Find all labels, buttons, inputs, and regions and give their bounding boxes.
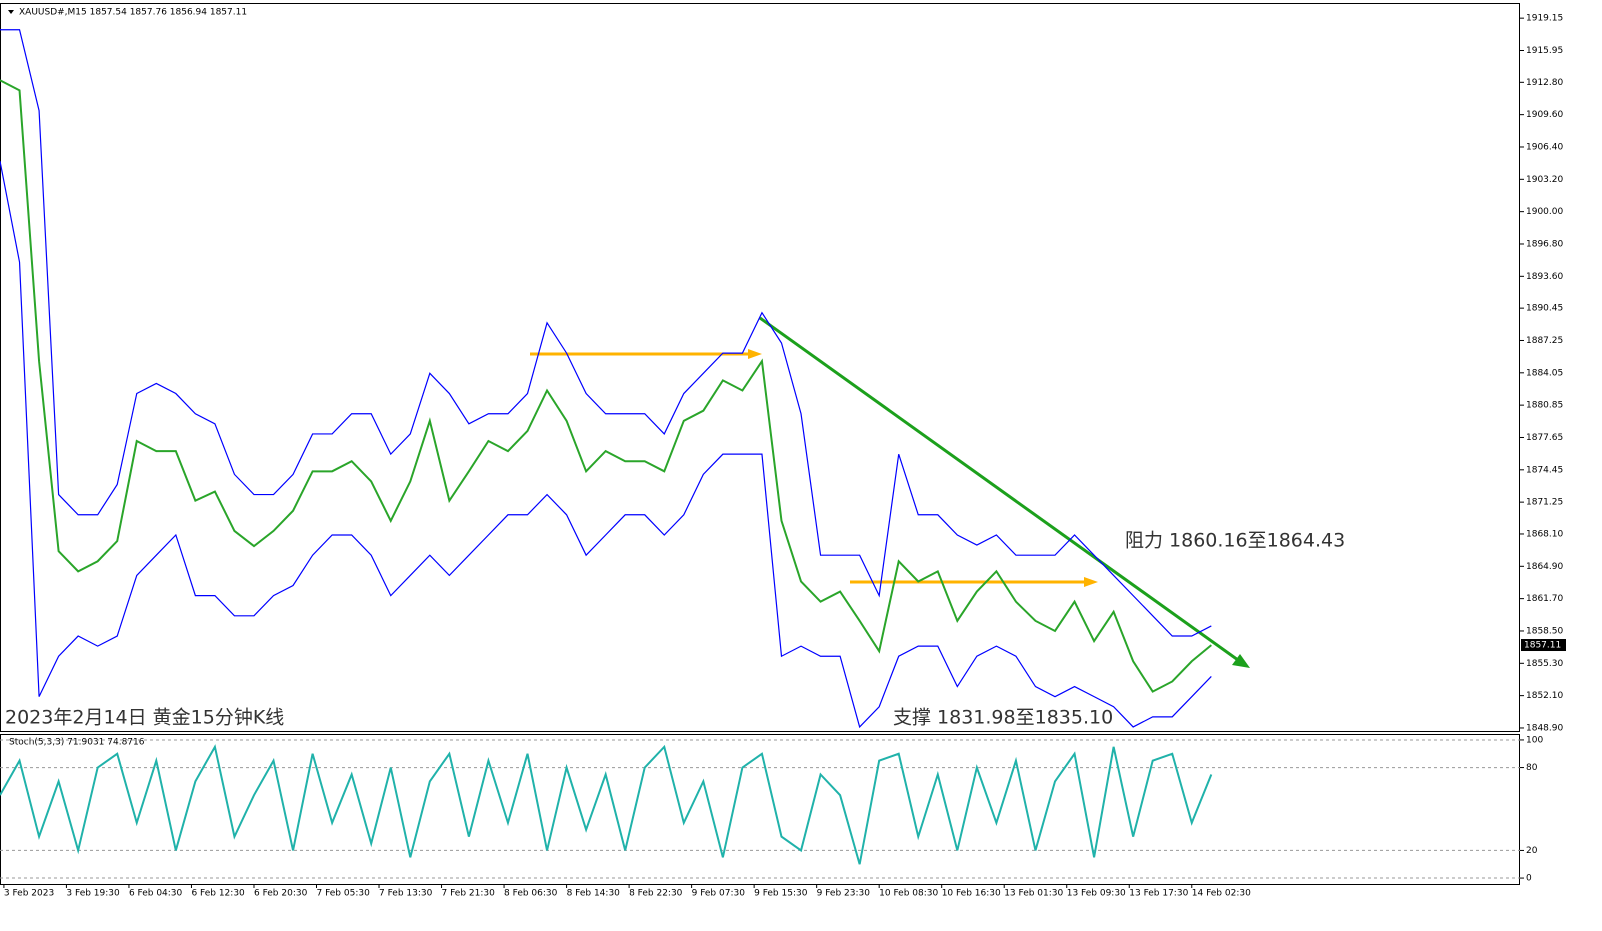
main-frame bbox=[0, 3, 1520, 732]
series-line bbox=[0, 29, 1212, 637]
y-tick-label: 1858.50 bbox=[1526, 626, 1563, 636]
y-tick-label: 1884.05 bbox=[1526, 368, 1563, 378]
y-tick-label: 1896.80 bbox=[1526, 239, 1563, 249]
x-tick-label: 8 Feb 22:30 bbox=[629, 889, 683, 899]
x-tick-label: 7 Feb 21:30 bbox=[442, 889, 496, 899]
x-tick-label: 14 Feb 02:30 bbox=[1192, 889, 1251, 899]
y-tick-label: 1848.90 bbox=[1526, 723, 1563, 733]
x-tick-label: 7 Feb 05:30 bbox=[317, 889, 371, 899]
arrow-head bbox=[1232, 654, 1250, 668]
y-tick-label: 1915.95 bbox=[1526, 46, 1563, 56]
stoch-frame bbox=[0, 734, 1520, 885]
x-tick-label: 13 Feb 09:30 bbox=[1067, 889, 1126, 899]
x-tick-label: 7 Feb 13:30 bbox=[379, 889, 433, 899]
x-tick-label: 10 Feb 08:30 bbox=[879, 889, 938, 899]
x-tick-label: 9 Feb 07:30 bbox=[692, 889, 746, 899]
y-tick-label: 1864.90 bbox=[1526, 562, 1563, 572]
y-tick-label: 1887.25 bbox=[1526, 336, 1563, 346]
annotation: 支撑 1831.98至1835.10 bbox=[893, 707, 1113, 729]
x-tick-label: 8 Feb 14:30 bbox=[567, 889, 621, 899]
y-tick-label: 1871.25 bbox=[1526, 498, 1563, 508]
y-tick-label: 100 bbox=[1526, 735, 1543, 745]
series-line bbox=[0, 161, 1212, 729]
x-tick-label: 13 Feb 01:30 bbox=[1004, 889, 1063, 899]
arrow-head bbox=[748, 349, 762, 359]
y-tick-label: 0 bbox=[1526, 874, 1532, 884]
x-tick-label: 9 Feb 23:30 bbox=[817, 889, 871, 899]
series-line bbox=[0, 79, 1212, 693]
annotation: 2023年2月14日 黄金15分钟K线 bbox=[5, 707, 284, 729]
annotation: 阻力 1860.16至1864.43 bbox=[1125, 530, 1345, 552]
x-tick-label: 3 Feb 2023 bbox=[4, 889, 54, 899]
y-tick-label: 1880.85 bbox=[1526, 401, 1563, 411]
x-tick-label: 13 Feb 17:30 bbox=[1129, 889, 1188, 899]
price-marker bbox=[1521, 639, 1566, 652]
y-tick-label: 1855.30 bbox=[1526, 659, 1563, 669]
y-tick-label: 1877.65 bbox=[1526, 433, 1563, 443]
price-label: 1857.11 bbox=[1524, 641, 1561, 651]
y-tick-label: 80 bbox=[1526, 763, 1538, 773]
x-tick-label: 6 Feb 12:30 bbox=[191, 889, 245, 899]
y-tick-label: 1906.40 bbox=[1526, 142, 1563, 152]
y-tick-label: 1893.60 bbox=[1526, 272, 1563, 282]
y-tick-label: 1868.10 bbox=[1526, 529, 1563, 539]
arrow-head bbox=[1084, 577, 1098, 587]
y-tick-label: 1912.80 bbox=[1526, 78, 1563, 88]
trend-line bbox=[759, 316, 1239, 662]
y-tick-label: 1861.70 bbox=[1526, 594, 1563, 604]
stoch-title: Stoch(5,3,3) 71.9031 74.8716 bbox=[9, 738, 145, 748]
y-tick-label: 1900.00 bbox=[1526, 207, 1563, 217]
series-line bbox=[0, 744, 1213, 865]
x-tick-label: 8 Feb 06:30 bbox=[504, 889, 558, 899]
x-tick-label: 6 Feb 20:30 bbox=[254, 889, 308, 899]
x-tick-label: 9 Feb 15:30 bbox=[754, 889, 808, 899]
y-tick-label: 1852.10 bbox=[1526, 691, 1563, 701]
y-tick-label: 20 bbox=[1526, 846, 1538, 856]
chart-title: XAUUSD#,M15 1857.54 1857.76 1856.94 1857… bbox=[19, 8, 247, 18]
y-tick-label: 1874.45 bbox=[1526, 465, 1563, 475]
y-tick-label: 1909.60 bbox=[1526, 110, 1563, 120]
x-tick-label: 10 Feb 16:30 bbox=[942, 889, 1001, 899]
y-tick-label: 1919.15 bbox=[1526, 14, 1563, 24]
x-tick-label: 3 Feb 19:30 bbox=[66, 889, 120, 899]
x-tick-label: 6 Feb 04:30 bbox=[129, 889, 183, 899]
y-tick-label: 1890.45 bbox=[1526, 304, 1563, 314]
y-tick-label: 1903.20 bbox=[1526, 175, 1563, 185]
menu-icon bbox=[8, 10, 14, 14]
